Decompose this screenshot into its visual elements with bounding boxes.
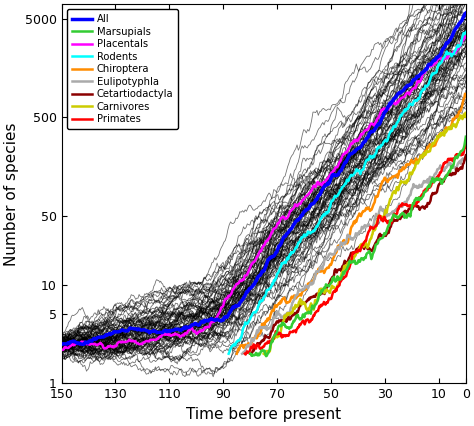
Rodents <box>426 82 431 87</box>
Marsupials <box>376 238 382 243</box>
Marsupials <box>444 173 449 178</box>
Marsupials <box>376 237 382 242</box>
Primates <box>374 221 380 226</box>
Rodents <box>371 155 377 160</box>
Line: Carnivores: Carnivores <box>264 113 466 355</box>
Rodents <box>367 153 373 158</box>
Primates <box>374 223 379 228</box>
Placentals <box>377 113 383 118</box>
Chiroptera <box>427 142 433 147</box>
Legend: All, Marsupials, Placentals, Rodents, Chiroptera, Eulipotyphla, Cetartiodactyla,: All, Marsupials, Placentals, Rodents, Ch… <box>66 9 178 129</box>
Eulipotyphla <box>239 351 245 356</box>
Carnivores <box>381 214 387 219</box>
Marsupials <box>380 235 386 240</box>
Chiroptera <box>370 205 375 210</box>
Chiroptera <box>370 203 376 208</box>
Line: Rodents: Rodents <box>228 32 466 354</box>
Cetartiodactyla <box>247 351 253 356</box>
Primates <box>243 352 248 357</box>
Chiroptera <box>235 349 240 354</box>
Primates <box>443 160 449 165</box>
Line: Cetartiodactyla: Cetartiodactyla <box>250 155 466 354</box>
Rodents <box>463 30 469 35</box>
Eulipotyphla <box>240 351 246 356</box>
Primates <box>244 351 249 356</box>
Carnivores <box>261 351 266 356</box>
Carnivores <box>385 204 391 209</box>
Placentals <box>462 34 468 39</box>
Eulipotyphla <box>372 216 377 222</box>
Primates <box>429 181 435 186</box>
Cetartiodactyla <box>249 351 255 357</box>
Line: Chiroptera: Chiroptera <box>237 94 466 354</box>
Carnivores <box>432 139 438 144</box>
Rodents <box>226 351 231 356</box>
Cetartiodactyla <box>430 190 436 196</box>
Marsupials <box>263 354 269 359</box>
Cetartiodactyla <box>463 153 469 158</box>
Marsupials <box>248 351 254 357</box>
Chiroptera <box>234 351 239 356</box>
Placentals <box>178 334 184 339</box>
Placentals <box>68 344 73 349</box>
Eulipotyphla <box>373 214 378 219</box>
Placentals <box>429 63 435 68</box>
Chiroptera <box>374 194 380 199</box>
All <box>69 339 74 344</box>
Line: Placentals: Placentals <box>62 37 466 350</box>
Placentals <box>139 342 145 347</box>
Cetartiodactyla <box>380 234 386 239</box>
Eulipotyphla <box>376 209 382 214</box>
Cetartiodactyla <box>376 234 382 239</box>
Rodents <box>441 55 447 60</box>
Primates <box>463 142 469 147</box>
Rodents <box>366 157 372 162</box>
Eulipotyphla <box>442 167 448 172</box>
Rodents <box>227 349 232 354</box>
All <box>79 342 85 347</box>
Cetartiodactyla <box>248 351 254 356</box>
Marsupials <box>463 134 469 139</box>
Carnivores <box>382 211 388 216</box>
Line: Marsupials: Marsupials <box>250 137 466 356</box>
Carnivores <box>463 110 469 115</box>
Y-axis label: Number of species: Number of species <box>4 122 19 265</box>
Chiroptera <box>442 128 447 133</box>
All <box>463 11 469 16</box>
Primates <box>378 215 383 220</box>
All <box>431 58 437 63</box>
Line: Primates: Primates <box>245 144 466 354</box>
Line: All: All <box>62 13 466 345</box>
All <box>59 342 64 347</box>
Chiroptera <box>463 93 469 98</box>
All <box>189 322 195 328</box>
Eulipotyphla <box>463 155 469 161</box>
Chiroptera <box>462 91 468 96</box>
Primates <box>242 351 248 356</box>
Carnivores <box>262 351 267 357</box>
All <box>146 330 152 335</box>
Cetartiodactyla <box>376 232 382 237</box>
Marsupials <box>247 351 253 356</box>
Placentals <box>78 341 83 346</box>
Marsupials <box>430 176 436 181</box>
Carnivores <box>262 352 268 357</box>
Cetartiodactyla <box>444 173 449 178</box>
Placentals <box>463 35 469 40</box>
Carnivores <box>445 127 450 132</box>
Placentals <box>59 348 64 353</box>
Eulipotyphla <box>428 176 434 181</box>
X-axis label: Time before present: Time before present <box>186 407 341 422</box>
Line: Eulipotyphla: Eulipotyphla <box>242 158 466 354</box>
All <box>381 111 387 116</box>
